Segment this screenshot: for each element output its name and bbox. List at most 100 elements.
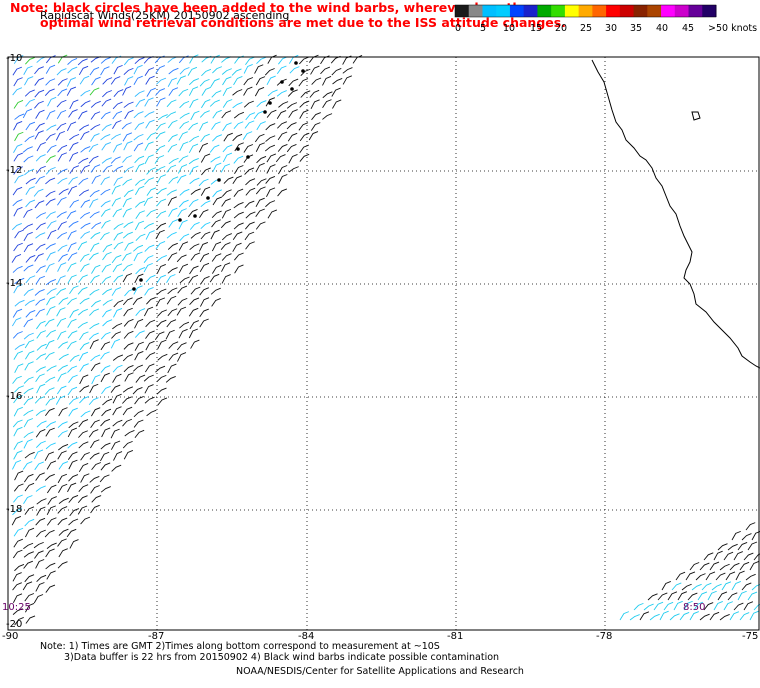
wind-barb bbox=[671, 582, 682, 591]
wind-barb bbox=[331, 87, 341, 97]
wind-barb bbox=[739, 561, 750, 571]
wind-barb bbox=[703, 602, 714, 611]
wind-barb bbox=[56, 99, 67, 108]
wind-barb bbox=[110, 133, 122, 140]
wind-barb bbox=[13, 483, 24, 492]
wind-barb bbox=[168, 87, 179, 96]
wind-barb bbox=[715, 572, 726, 581]
wind-barb bbox=[90, 274, 100, 284]
wind-barb bbox=[122, 396, 132, 404]
wind-barb bbox=[178, 219, 188, 230]
wind-barb bbox=[67, 330, 78, 339]
wind-barb bbox=[189, 54, 199, 64]
wind-barb bbox=[212, 264, 222, 274]
legend-swatch bbox=[523, 5, 538, 17]
wind-barb bbox=[189, 243, 200, 251]
wind-barb bbox=[56, 109, 67, 120]
legend-label: 30 bbox=[605, 23, 617, 34]
wind-barb bbox=[46, 517, 57, 526]
wind-barb bbox=[14, 385, 25, 393]
wind-barb bbox=[12, 459, 22, 470]
wind-barb bbox=[266, 153, 277, 163]
wind-barb bbox=[233, 188, 244, 197]
wind-barb bbox=[58, 253, 68, 262]
wind-barb bbox=[122, 231, 133, 239]
legend-label: 10 bbox=[503, 23, 515, 34]
wind-barb bbox=[265, 200, 276, 208]
wind-barb bbox=[200, 153, 211, 163]
wind-barb bbox=[309, 89, 320, 98]
wind-barb bbox=[11, 222, 22, 231]
wind-barb bbox=[211, 210, 222, 218]
wind-barb bbox=[719, 563, 730, 571]
wind-barb bbox=[717, 591, 728, 601]
wind-barb bbox=[23, 551, 34, 558]
wind-barb bbox=[209, 99, 220, 107]
wind-barb bbox=[133, 75, 143, 85]
wind-barb bbox=[699, 562, 710, 571]
wind-barb bbox=[144, 97, 154, 107]
wind-barb bbox=[705, 571, 716, 581]
wind-barb bbox=[34, 253, 44, 262]
wind-barb bbox=[155, 297, 166, 307]
wind-barb bbox=[232, 89, 243, 96]
wind-barb bbox=[154, 155, 165, 164]
wind-barb bbox=[113, 274, 124, 283]
wind-barb bbox=[113, 231, 123, 241]
wind-barb bbox=[69, 99, 79, 110]
wind-barb bbox=[90, 299, 101, 308]
wind-barb bbox=[188, 199, 199, 208]
wind-barb bbox=[255, 76, 266, 86]
wind-barb bbox=[747, 591, 758, 601]
wind-barb bbox=[709, 611, 720, 621]
wind-barb bbox=[209, 144, 220, 153]
wind-barb bbox=[110, 338, 120, 349]
wind-barb bbox=[717, 543, 728, 551]
wind-barb bbox=[308, 131, 319, 141]
wind-barb bbox=[122, 273, 133, 283]
lon-label: -87 bbox=[148, 631, 164, 642]
wind-barb bbox=[287, 132, 298, 142]
wind-barb bbox=[46, 220, 57, 229]
wind-barb bbox=[287, 89, 298, 97]
wind-barb bbox=[342, 75, 353, 85]
wind-barb bbox=[57, 54, 68, 64]
wind-barb bbox=[67, 66, 78, 74]
wind-barb bbox=[25, 177, 36, 185]
wind-barb bbox=[101, 141, 111, 151]
wind-barb bbox=[311, 77, 322, 85]
pass-time-right: 8:50 bbox=[683, 602, 705, 613]
wind-barb bbox=[24, 89, 35, 97]
wind-barb bbox=[156, 319, 167, 328]
wind-barb bbox=[68, 220, 79, 228]
legend-swatch bbox=[633, 5, 648, 17]
wind-barb bbox=[90, 485, 100, 494]
wind-barb bbox=[46, 484, 57, 494]
wind-barb bbox=[66, 77, 77, 87]
wind-barb bbox=[144, 67, 155, 76]
wind-barb bbox=[168, 157, 179, 165]
wind-barb bbox=[12, 572, 22, 582]
wind-barb bbox=[68, 407, 78, 417]
wind-barb bbox=[46, 124, 57, 131]
wind-barb bbox=[133, 419, 144, 428]
wind-barb bbox=[46, 288, 57, 295]
wind-barb bbox=[243, 86, 253, 96]
wind-barb bbox=[33, 594, 44, 604]
wind-barb bbox=[79, 363, 89, 372]
wind-barb bbox=[35, 154, 46, 162]
wind-barb bbox=[90, 354, 101, 362]
wind-barb bbox=[176, 306, 187, 316]
wind-barb bbox=[121, 122, 132, 130]
wind-barb bbox=[188, 122, 199, 131]
wind-barb bbox=[265, 123, 276, 131]
wind-barb bbox=[79, 331, 89, 341]
wind-barb bbox=[112, 406, 122, 416]
wind-barb bbox=[67, 58, 78, 65]
wind-barb bbox=[12, 66, 23, 76]
wind-barb bbox=[122, 297, 133, 306]
wind-barb bbox=[67, 427, 78, 438]
wind-barb bbox=[113, 241, 124, 250]
wind-barb bbox=[727, 543, 738, 551]
wind-barb bbox=[267, 89, 278, 97]
